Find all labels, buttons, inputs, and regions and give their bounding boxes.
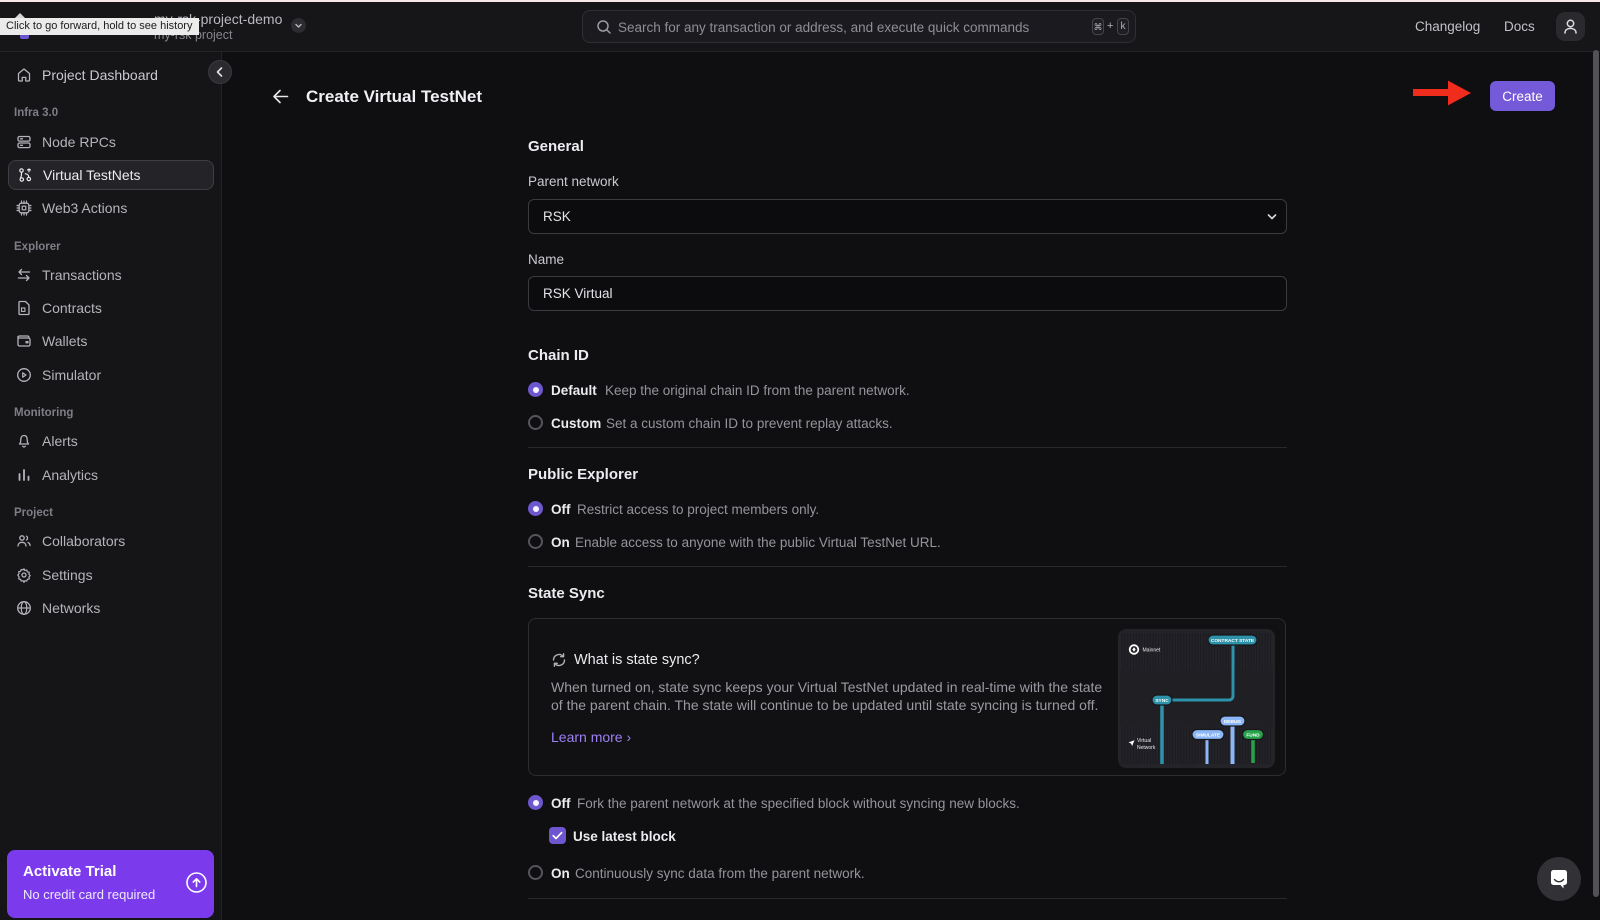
svg-text:DEBUG: DEBUG [1224,719,1242,725]
svg-text:FUND: FUND [1246,733,1260,739]
svg-text:SYNC: SYNC [1155,698,1169,704]
svg-text:SIMULATE: SIMULATE [1196,733,1221,739]
svg-text:CONTRACT STATE: CONTRACT STATE [1211,638,1255,644]
svg-text:Network: Network [1137,745,1156,751]
svg-text:Virtual: Virtual [1137,738,1151,744]
svg-text:Mainnet: Mainnet [1143,648,1161,654]
